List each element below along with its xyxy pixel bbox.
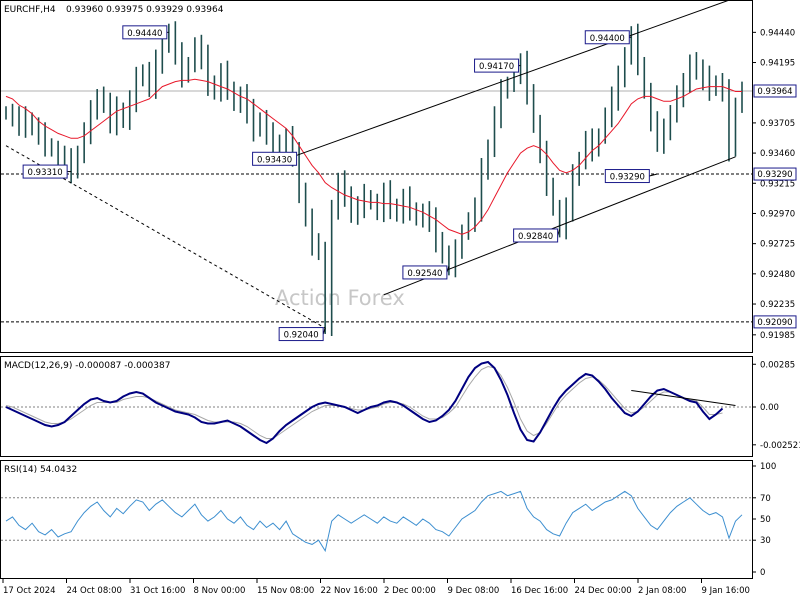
- price-tick-label: 0.94440: [760, 28, 795, 38]
- rsi-tick-label: 70: [760, 494, 771, 504]
- price-badge-label: 0.92090: [757, 318, 792, 328]
- price-tick-label: 0.94195: [760, 59, 795, 69]
- x-tick-label: 24 Oct 08:00: [67, 586, 122, 596]
- annotation-box: [513, 228, 559, 243]
- annotation-box: [474, 58, 520, 73]
- annotation-box: [252, 151, 298, 166]
- annotation-box: [604, 169, 650, 184]
- annotation-box: [402, 265, 448, 280]
- annotation-box: [122, 25, 168, 40]
- price-tick-label: 0.93705: [760, 119, 795, 129]
- price-tick-label: 0.93460: [760, 149, 795, 159]
- symbol-label: EURCHF,H4: [4, 5, 56, 15]
- price-badges: 0.93964 0.93290 0.92090: [753, 84, 797, 329]
- price-badge: [753, 167, 797, 181]
- annotation-label: 0.93310: [28, 168, 63, 178]
- annotation-label: 0.94400: [590, 34, 625, 44]
- annotation-label: 0.94440: [127, 29, 162, 39]
- annotation-label: 0.94170: [479, 62, 514, 72]
- rsi-y-axis: 100 70 50 30 0: [752, 462, 776, 578]
- price-y-axis: 0.94440 0.94195 0.93705 0.93460 0.93215 0.929…: [752, 28, 795, 341]
- macd-label: MACD(12,26,9) -0.000087 -0.000387: [4, 361, 170, 371]
- rsi-tick-label: 30: [760, 536, 771, 546]
- x-tick-label: 31 Oct 16:00: [130, 586, 185, 596]
- rsi-tick-label: 100: [760, 462, 776, 472]
- ohlc-label: 0.93960 0.93975 0.93929 0.93964: [66, 5, 224, 15]
- rsi-levels: [1, 497, 752, 541]
- price-tick-label: 0.92725: [760, 240, 795, 250]
- macd-line: [5, 360, 724, 445]
- x-tick-label: 22 Nov 16:00: [321, 586, 378, 596]
- price-tick-label: 0.93215: [760, 179, 795, 189]
- x-tick-label: 9 Dec 08:00: [448, 586, 500, 596]
- price-badge: [753, 315, 797, 329]
- annotation-box: [584, 30, 630, 45]
- macd-tick-label: 0.00: [760, 403, 779, 413]
- annotation-label: 0.92040: [284, 331, 319, 341]
- rsi-tick-label: 50: [760, 515, 771, 525]
- x-tick-label: 8 Nov 00:00: [194, 586, 246, 596]
- rsi-panel-frame: [0, 460, 753, 579]
- macd-divergence-line: [631, 390, 736, 406]
- macd-tick-label: -0.002521: [760, 441, 800, 451]
- annotation-box: [278, 327, 324, 342]
- annotation-label: 0.93430: [257, 155, 292, 165]
- moving-average-line: [5, 78, 742, 235]
- macd-tick-label: 0.00285: [760, 360, 795, 370]
- x-axis: 17 Oct 2024 24 Oct 08:00 31 Oct 16:00 8 Nov…: [2, 579, 750, 596]
- annotation-box: [22, 164, 68, 179]
- price-panel-frame: [0, 0, 753, 353]
- x-tick-label: 17 Oct 2024: [3, 586, 56, 596]
- price-badge-label: 0.93964: [757, 87, 792, 97]
- price-tick-label: 0.92970: [760, 209, 795, 219]
- x-tick-label: 2 Dec 00:00: [384, 586, 436, 596]
- watermark: Action Forex: [275, 286, 405, 310]
- annotation-label: 0.93290: [610, 173, 645, 183]
- annotation-label: 0.92540: [407, 269, 442, 279]
- x-tick-label: 9 Jan 16:00: [702, 586, 750, 596]
- price-badge-label: 0.93290: [757, 170, 792, 180]
- rsi-tick-label: 0: [760, 568, 765, 578]
- price-tick-label: 0.91985: [760, 331, 795, 341]
- x-tick-label: 15 Nov 08:00: [257, 586, 314, 596]
- price-tick-label: 0.92235: [760, 300, 795, 310]
- rsi-label: RSI(14) 54.0432: [4, 465, 77, 475]
- price-candles: [5, 21, 743, 336]
- rsi-line: [5, 490, 743, 553]
- annotation-label: 0.92840: [518, 232, 553, 242]
- macd-y-axis: 0.00285 0.00 -0.002521: [752, 360, 800, 451]
- price-tick-label: 0.92480: [760, 270, 795, 280]
- price-annotations: 0.94440 0.93310 0.93430 0.92040 0.92540 0.941…: [22, 25, 658, 342]
- x-tick-label: 24 Dec 00:00: [575, 586, 632, 596]
- trendlines: [5, 0, 736, 329]
- channel-trendline: [292, 0, 731, 158]
- annotation-leader: [649, 173, 658, 177]
- x-tick-label: 16 Dec 16:00: [511, 586, 568, 596]
- x-tick-label: 2 Jan 08:00: [638, 586, 686, 596]
- price-badge: [753, 84, 797, 98]
